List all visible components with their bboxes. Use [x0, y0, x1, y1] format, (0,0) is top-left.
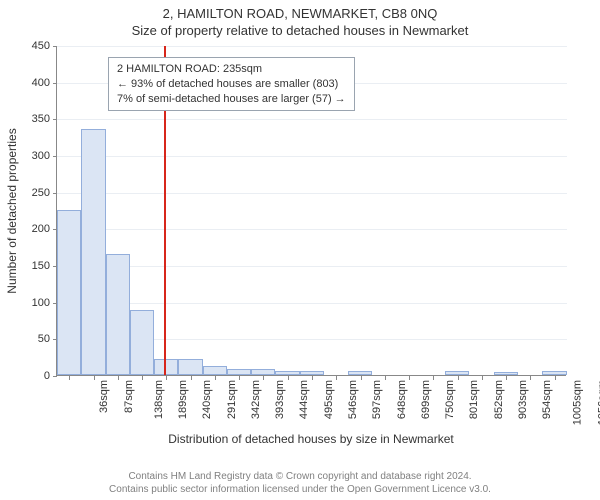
histogram-bar: [275, 371, 299, 375]
x-axis-label: Distribution of detached houses by size …: [56, 432, 566, 446]
y-tick-label: 150: [10, 260, 50, 272]
x-tick-mark: [191, 376, 192, 380]
annotation-line: 2 HAMILTON ROAD: 235sqm: [117, 62, 346, 77]
x-tick-mark: [458, 376, 459, 380]
y-tick-mark: [53, 119, 57, 120]
grid-line: [57, 193, 567, 194]
x-tick-mark: [312, 376, 313, 380]
x-tick-label: 87sqm: [123, 380, 135, 413]
title-sub: Size of property relative to detached ho…: [0, 23, 600, 38]
grid-line: [57, 229, 567, 230]
x-tick-mark: [69, 376, 70, 380]
x-tick-label: 342sqm: [250, 380, 262, 419]
x-tick-mark: [239, 376, 240, 380]
y-tick-label: 0: [10, 370, 50, 382]
x-tick-mark: [166, 376, 167, 380]
x-tick-label: 291sqm: [226, 380, 238, 419]
x-tick-mark: [94, 376, 95, 380]
x-tick-mark: [215, 376, 216, 380]
grid-line: [57, 303, 567, 304]
grid-line: [57, 119, 567, 120]
y-tick-label: 50: [10, 333, 50, 345]
histogram-bar: [227, 369, 251, 375]
x-tick-label: 903sqm: [517, 380, 529, 419]
x-tick-label: 1056sqm: [596, 380, 600, 425]
y-tick-label: 200: [10, 223, 50, 235]
histogram-bar: [494, 372, 518, 375]
x-tick-mark: [433, 376, 434, 380]
y-tick-label: 250: [10, 187, 50, 199]
x-tick-mark: [530, 376, 531, 380]
histogram-bar: [178, 359, 202, 375]
histogram-bar: [106, 254, 130, 375]
annotation-line: 7% of semi-detached houses are larger (5…: [117, 92, 346, 107]
x-tick-mark: [288, 376, 289, 380]
y-tick-label: 300: [10, 150, 50, 162]
histogram-bar: [251, 369, 275, 375]
x-tick-mark: [336, 376, 337, 380]
x-tick-label: 597sqm: [371, 380, 383, 419]
histogram-bar: [348, 371, 372, 375]
grid-line: [57, 46, 567, 47]
x-tick-label: 852sqm: [493, 380, 505, 419]
histogram-bar: [81, 129, 105, 375]
x-tick-label: 801sqm: [468, 380, 480, 419]
y-tick-label: 350: [10, 113, 50, 125]
x-tick-label: 954sqm: [541, 380, 553, 419]
plot-area: 2 HAMILTON ROAD: 235sqm← 93% of detached…: [56, 46, 566, 376]
x-tick-label: 240sqm: [202, 380, 214, 419]
y-tick-label: 450: [10, 40, 50, 52]
histogram-bar: [154, 359, 178, 375]
y-tick-mark: [53, 193, 57, 194]
x-tick-mark: [409, 376, 410, 380]
x-tick-label: 1005sqm: [572, 380, 584, 425]
x-tick-label: 648sqm: [396, 380, 408, 419]
y-tick-mark: [53, 83, 57, 84]
x-tick-mark: [142, 376, 143, 380]
x-tick-label: 393sqm: [274, 380, 286, 419]
x-tick-label: 189sqm: [177, 380, 189, 419]
y-tick-mark: [53, 156, 57, 157]
histogram-bar: [57, 210, 81, 375]
x-tick-label: 36sqm: [98, 380, 110, 413]
x-tick-mark: [263, 376, 264, 380]
x-tick-mark: [506, 376, 507, 380]
y-tick-label: 100: [10, 297, 50, 309]
annotation-line: ← 93% of detached houses are smaller (80…: [117, 77, 346, 92]
histogram-bar: [542, 371, 566, 375]
footer-line-2: Contains public sector information licen…: [0, 483, 600, 496]
x-tick-mark: [361, 376, 362, 380]
y-tick-label: 400: [10, 77, 50, 89]
histogram-bar: [300, 371, 324, 375]
x-tick-label: 444sqm: [299, 380, 311, 419]
x-tick-label: 138sqm: [153, 380, 165, 419]
grid-line: [57, 266, 567, 267]
x-tick-mark: [555, 376, 556, 380]
chart-area: Number of detached properties 2 HAMILTON…: [56, 46, 566, 376]
footer-credits: Contains HM Land Registry data © Crown c…: [0, 470, 600, 496]
chart-titles: 2, HAMILTON ROAD, NEWMARKET, CB8 0NQ Siz…: [0, 0, 600, 38]
grid-line: [57, 156, 567, 157]
histogram-bar: [445, 371, 469, 375]
annotation-box: 2 HAMILTON ROAD: 235sqm← 93% of detached…: [108, 57, 355, 112]
x-tick-mark: [482, 376, 483, 380]
histogram-bar: [203, 366, 227, 375]
x-tick-label: 495sqm: [323, 380, 335, 419]
title-main: 2, HAMILTON ROAD, NEWMARKET, CB8 0NQ: [0, 6, 600, 21]
x-tick-label: 546sqm: [347, 380, 359, 419]
y-tick-mark: [53, 46, 57, 47]
x-tick-mark: [118, 376, 119, 380]
x-tick-label: 750sqm: [444, 380, 456, 419]
histogram-bar: [130, 310, 154, 375]
x-tick-mark: [385, 376, 386, 380]
x-tick-label: 699sqm: [420, 380, 432, 419]
y-tick-mark: [53, 376, 57, 377]
footer-line-1: Contains HM Land Registry data © Crown c…: [0, 470, 600, 483]
